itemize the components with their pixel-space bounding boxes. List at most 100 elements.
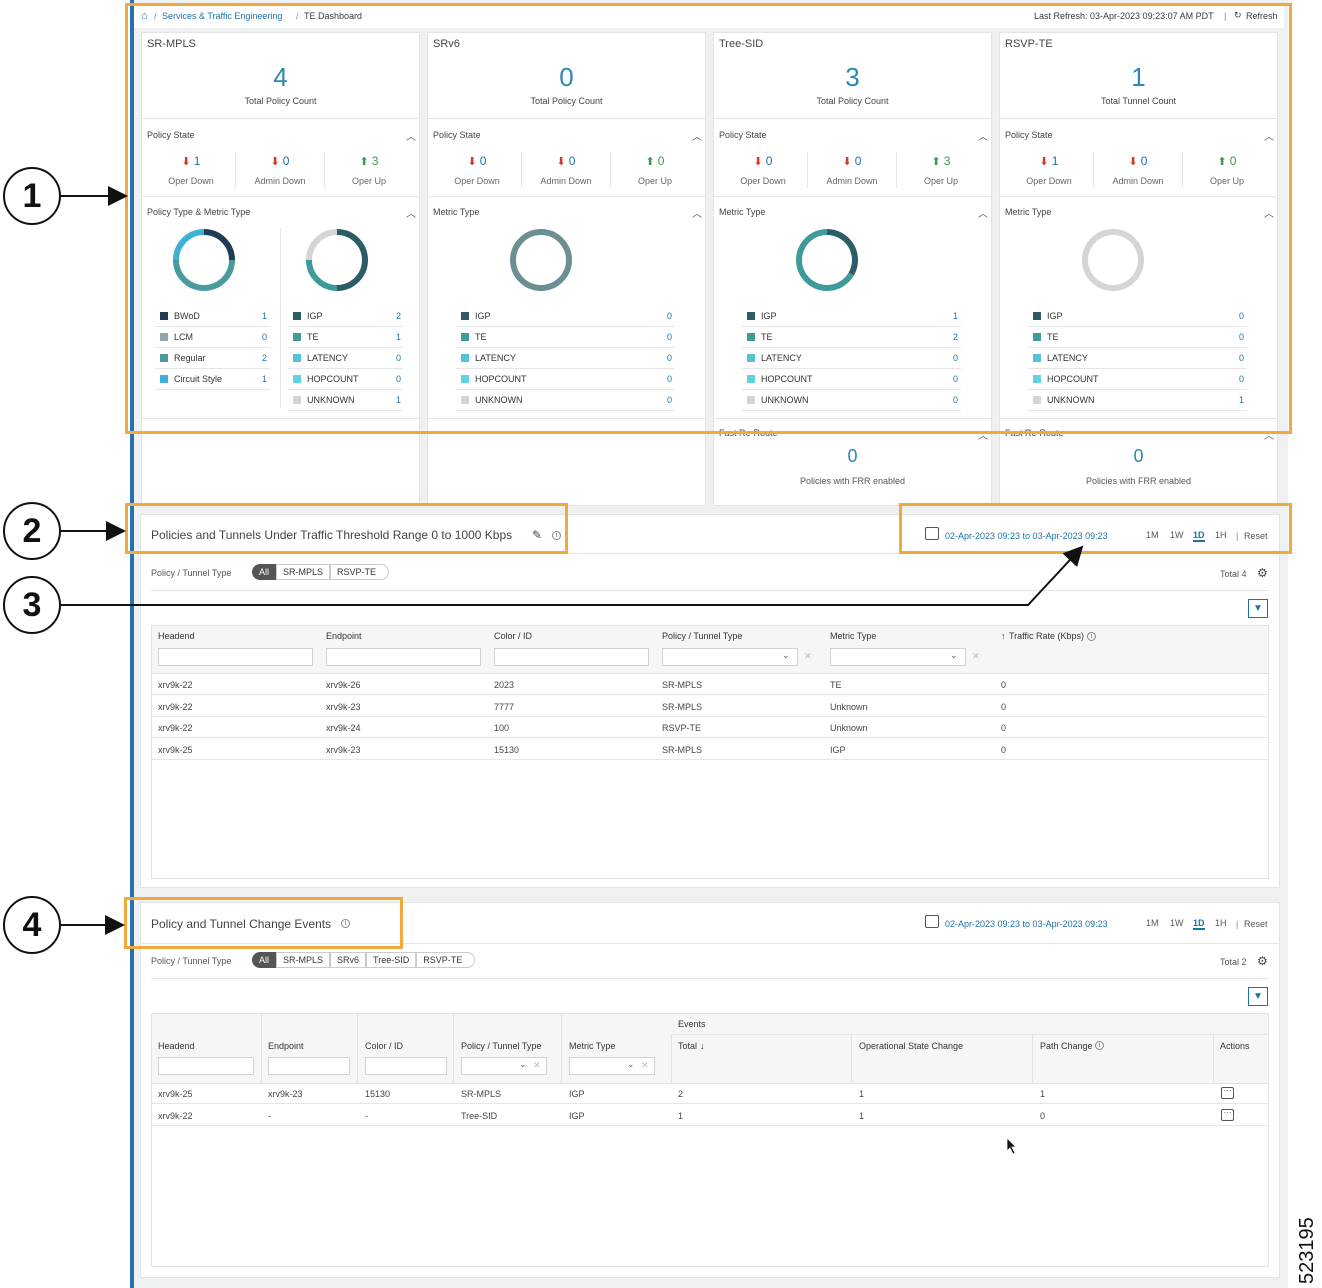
chevron-up-icon[interactable]: ︿ [1264,431,1274,442]
clear-icon[interactable]: ✕ [533,1060,541,1070]
legend-swatch [461,312,469,320]
donut-segment [1082,229,1144,291]
column-filter-input[interactable] [830,648,966,666]
table-cell: SR-MPLS [662,680,703,690]
breadcrumb-services[interactable]: Services & Traffic Engineering [162,11,283,21]
more-actions-icon[interactable]: ··· [1221,1108,1234,1121]
column-header[interactable]: Traffic Rate (Kbps) [1009,631,1085,641]
chevron-up-icon[interactable]: ︿ [692,132,702,143]
filter-rsvp-te[interactable]: RSVP-TE [330,564,390,580]
chevron-up-icon[interactable]: ︿ [692,209,702,220]
column-header[interactable]: Actions [1220,1041,1250,1051]
column-header[interactable]: Metric Type [569,1041,616,1051]
sort-up-icon[interactable]: ↑ [1001,631,1006,641]
column-header[interactable]: Endpoint [326,631,362,641]
range-1d-button[interactable]: 1D [1193,918,1205,930]
column-header[interactable]: Color / ID [494,631,533,641]
column-filter-input[interactable] [569,1057,655,1075]
column-header[interactable]: Path Change [1040,1041,1093,1051]
chevron-up-icon[interactable]: ︿ [978,209,988,220]
column-filter-input[interactable] [158,648,313,666]
chevron-up-icon[interactable]: ︿ [1264,132,1274,143]
oper-up-stat: ⬆ 0 [1183,152,1271,170]
events-date-range[interactable]: 02-Apr-2023 09:23 to 03-Apr-2023 09:23 [945,919,1108,929]
column-header[interactable]: Policy / Tunnel Type [662,631,743,641]
column-header[interactable]: Color / ID [365,1041,404,1051]
range-1m-button[interactable]: 1M [1146,918,1159,928]
column-filter-input[interactable] [158,1057,254,1075]
calendar-icon[interactable] [925,915,939,928]
filter-all[interactable]: All [252,564,277,580]
column-filter-input[interactable] [365,1057,447,1075]
info-icon[interactable]: i [1095,1041,1104,1050]
chevron-up-icon[interactable]: ︿ [406,132,416,143]
range-1h-button[interactable]: 1H [1215,918,1227,928]
clear-icon[interactable]: ✕ [641,1060,649,1070]
stat-value: 1 [1051,154,1059,168]
range-1m-button[interactable]: 1M [1146,530,1159,540]
more-actions-icon[interactable]: ··· [1221,1087,1234,1099]
refresh-icon[interactable]: ↻ [1234,10,1242,20]
column-header[interactable]: Endpoint [268,1041,304,1051]
chevron-down-icon[interactable]: ⌄ [782,650,790,660]
legend-swatch [293,396,301,404]
column-filter-input[interactable] [326,648,481,666]
sort-down-icon[interactable]: ↓ [700,1041,705,1051]
traffic-reset-button[interactable]: Reset [1244,531,1268,541]
chevron-up-icon[interactable]: ︿ [978,132,988,143]
range-1d-button[interactable]: 1D [1193,530,1205,542]
policy-legend-row [155,307,270,327]
events-type-filters: All SR-MPLS SRv6 Tree-SID RSVP-TE [252,952,476,968]
info-icon[interactable]: i [341,919,350,928]
donut-segment [796,229,854,291]
divider [521,152,522,188]
home-icon[interactable]: ⌂ [141,10,148,22]
column-header[interactable]: Headend [158,631,195,641]
column-filter-input[interactable] [662,648,798,666]
filter-rsvp-te[interactable]: RSVP-TE [416,952,476,968]
edit-icon[interactable]: ✎ [532,528,543,542]
column-header[interactable]: Metric Type [830,631,877,641]
clear-icon[interactable]: ✕ [972,651,980,661]
table-cell: 1 [859,1110,865,1121]
legend-value: 0 [1239,311,1245,321]
chevron-up-icon[interactable]: ︿ [406,209,416,220]
chevron-up-icon[interactable]: ︿ [978,431,988,442]
clear-icon[interactable]: ✕ [804,651,812,661]
column-filter-input[interactable] [494,648,649,666]
refresh-button[interactable]: Refresh [1246,11,1278,21]
filter-icon[interactable]: ▼ [1248,599,1268,618]
filter-sr-mpls[interactable]: SR-MPLS [276,564,331,580]
column-filter-input[interactable] [268,1057,350,1075]
column-header[interactable]: Total [678,1041,698,1051]
column-header[interactable]: Operational State Change [859,1041,964,1051]
filter-sr-mpls[interactable]: SR-MPLS [276,952,331,968]
chevron-down-icon[interactable]: ⌄ [519,1059,527,1069]
filter-srv6[interactable]: SRv6 [330,952,367,968]
column-header[interactable]: Headend [158,1041,195,1051]
legend-swatch [1033,354,1041,362]
settings-gear-icon[interactable]: ⚙ [1257,566,1268,580]
legend-swatch [293,375,301,383]
legend-swatch [747,312,755,320]
filter-all[interactable]: All [252,952,277,968]
chevron-down-icon[interactable]: ⌄ [627,1059,635,1069]
filter-icon[interactable]: ▼ [1248,987,1268,1006]
calendar-icon[interactable] [925,527,939,540]
range-1w-button[interactable]: 1W [1170,918,1184,928]
stat-value: 0 [854,154,862,168]
table-cell: xrv9k-22 [158,680,193,690]
traffic-date-range[interactable]: 02-Apr-2023 09:23 to 03-Apr-2023 09:23 [945,531,1108,541]
range-1h-button[interactable]: 1H [1215,530,1227,540]
column-filter-input[interactable] [461,1057,547,1075]
arrow-down-circle-icon: ⬇ [181,156,191,168]
filter-tree-sid[interactable]: Tree-SID [366,952,417,968]
info-icon[interactable]: i [552,531,561,540]
chevron-down-icon[interactable]: ⌄ [950,650,958,660]
info-icon[interactable]: i [1087,632,1096,641]
events-reset-button[interactable]: Reset [1244,919,1268,929]
range-1w-button[interactable]: 1W [1170,530,1184,540]
column-header[interactable]: Policy / Tunnel Type [461,1041,542,1051]
chevron-up-icon[interactable]: ︿ [1264,209,1274,220]
settings-gear-icon[interactable]: ⚙ [1257,954,1268,968]
